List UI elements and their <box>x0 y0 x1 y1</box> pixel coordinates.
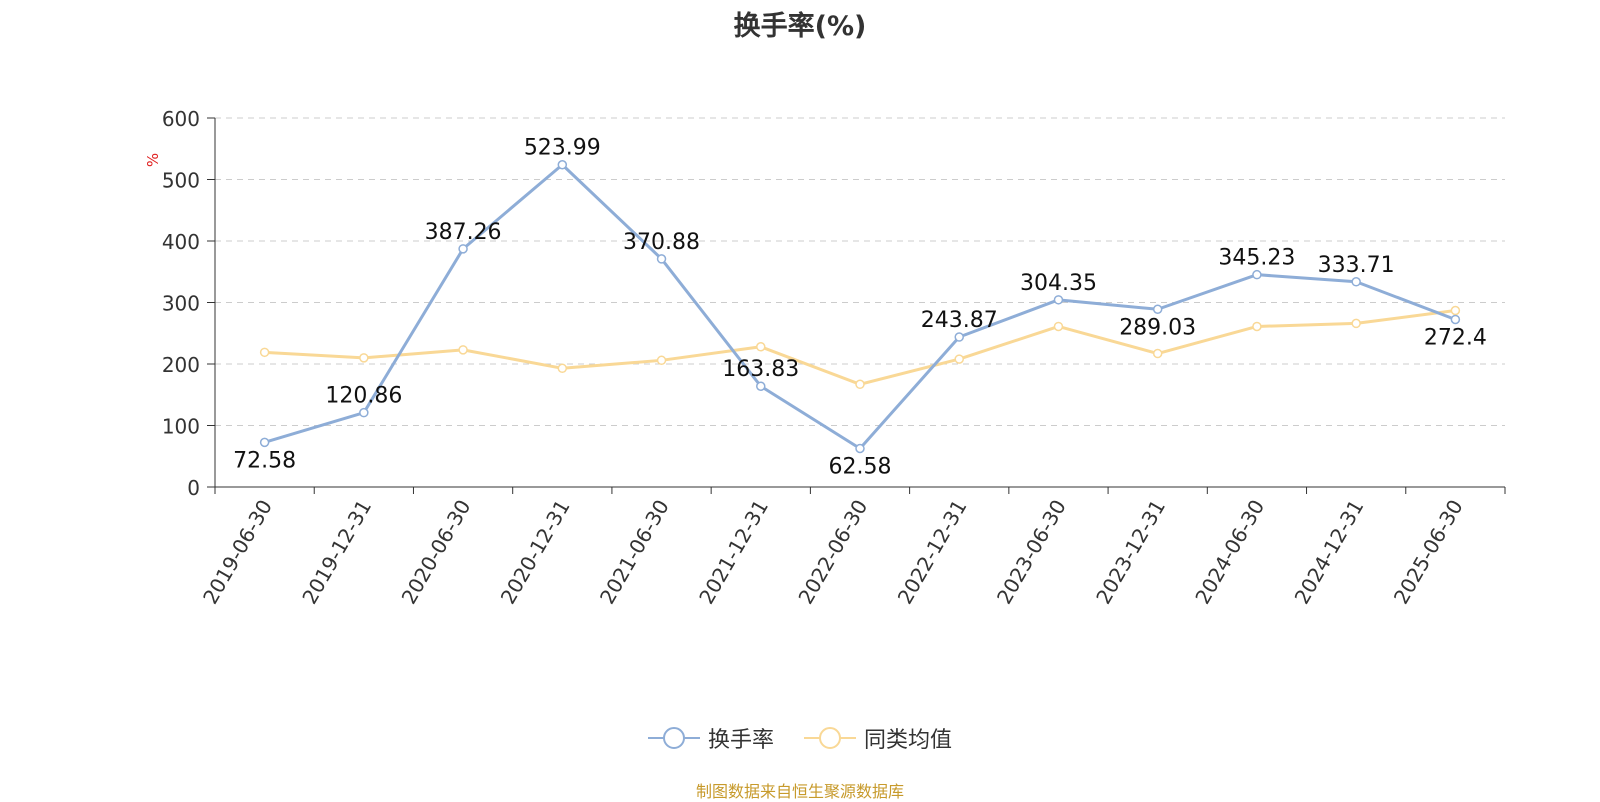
legend: 换手率 同类均值 <box>0 722 1600 754</box>
data-point-1 <box>1252 321 1262 332</box>
data-point-0 <box>458 244 468 254</box>
x-tick-label: 2024-12-31 <box>1290 496 1369 609</box>
series-line-0 <box>264 163 1456 451</box>
data-point-1 <box>458 345 468 355</box>
x-tick-label: 2022-06-30 <box>793 496 872 609</box>
data-point-0 <box>1152 304 1163 314</box>
data-label: 72.58 <box>233 449 296 474</box>
x-tick-label: 2019-12-31 <box>297 496 376 609</box>
y-tick-label: 0 <box>187 476 200 500</box>
y-tick-label: 100 <box>162 415 200 439</box>
data-label: 120.86 <box>325 384 402 409</box>
data-point-0 <box>1351 277 1361 287</box>
data-point-1 <box>359 353 369 363</box>
y-axis-unit-label: % <box>144 153 162 167</box>
x-tick-label: 2020-12-31 <box>496 496 575 609</box>
data-label: 163.83 <box>722 357 799 382</box>
data-point-1 <box>855 379 865 390</box>
x-tick-label: 2021-06-30 <box>595 496 674 609</box>
data-point-1 <box>954 354 964 364</box>
y-tick-label: 500 <box>162 169 200 193</box>
data-point-0 <box>557 159 568 170</box>
legend-label-turnover: 换手率 <box>707 728 774 753</box>
legend-label-peer-average: 同类均值 <box>864 728 953 753</box>
x-tick-label: 2020-06-30 <box>397 495 476 608</box>
data-point-0 <box>954 332 964 342</box>
x-tick-label: 2024-06-30 <box>1190 496 1269 609</box>
data-point-0 <box>656 254 667 264</box>
data-point-1 <box>557 363 568 374</box>
data-label: 523.99 <box>524 136 601 161</box>
legend-swatch-turnover-icon <box>647 727 700 749</box>
series-line-1 <box>264 309 1456 386</box>
data-label: 62.58 <box>829 455 892 480</box>
data-source-note: 制图数据来自恒生聚源数据库 <box>695 782 904 801</box>
x-tick-label: 2023-12-31 <box>1091 496 1170 609</box>
y-tick-label: 600 <box>162 107 200 131</box>
data-point-0 <box>1053 295 1064 305</box>
data-point-1 <box>1053 321 1064 332</box>
x-tick-label: 2019-06-30 <box>198 496 277 609</box>
y-tick-label: 200 <box>162 353 200 377</box>
data-point-0 <box>259 437 270 448</box>
data-label: 289.03 <box>1119 315 1196 340</box>
data-point-1 <box>1152 348 1163 359</box>
data-point-1 <box>259 347 270 358</box>
x-tick-label: 2022-12-31 <box>893 495 972 608</box>
legend-swatch-peer-average-icon <box>804 727 856 749</box>
data-label: 333.71 <box>1318 253 1395 278</box>
data-point-1 <box>656 355 667 366</box>
data-point-1 <box>1351 318 1361 329</box>
data-point-0 <box>756 381 766 391</box>
legend-item-peer-average[interactable]: 同类均值 <box>804 722 952 754</box>
data-point-0 <box>1450 314 1461 325</box>
data-point-0 <box>855 443 865 454</box>
x-tick-label: 2021-12-31 <box>694 496 773 609</box>
data-label: 243.87 <box>921 308 998 333</box>
y-tick-label: 400 <box>162 230 200 254</box>
data-label: 387.26 <box>425 220 502 245</box>
data-point-0 <box>359 407 369 418</box>
data-label: 370.88 <box>623 230 700 255</box>
data-label: 272.4 <box>1424 326 1487 351</box>
x-tick-label: 2023-06-30 <box>992 496 1071 609</box>
data-point-0 <box>1252 269 1262 280</box>
y-tick-label: 300 <box>162 292 200 316</box>
data-point-1 <box>756 342 766 352</box>
chart-title: 换手率(%) <box>733 11 867 42</box>
legend-item-turnover[interactable]: 换手率 <box>647 722 774 754</box>
data-label: 345.23 <box>1218 246 1295 271</box>
data-point-1 <box>1450 305 1461 316</box>
x-tick-label: 2025-06-30 <box>1389 496 1468 609</box>
data-label: 304.35 <box>1020 271 1097 296</box>
